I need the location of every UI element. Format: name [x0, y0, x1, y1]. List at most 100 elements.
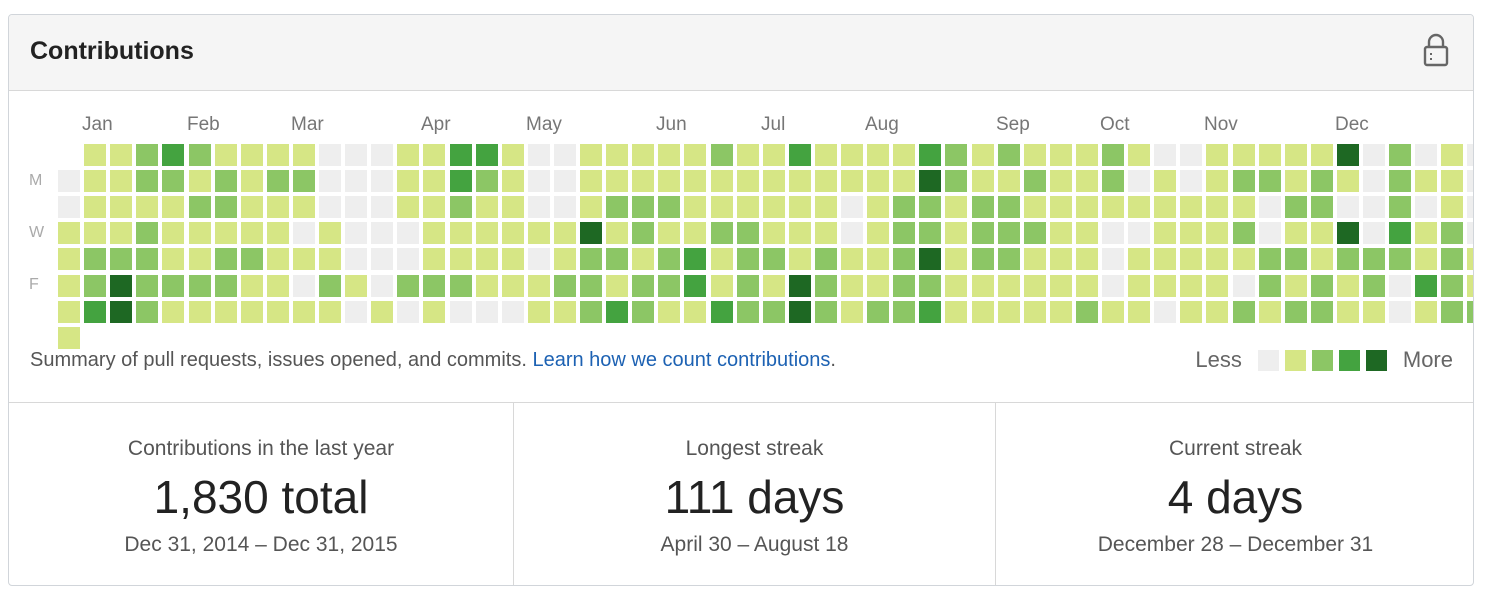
contribution-cell[interactable]: [162, 170, 184, 192]
contribution-cell[interactable]: [110, 248, 132, 270]
contribution-cell[interactable]: [893, 144, 915, 166]
contribution-cell[interactable]: [502, 301, 524, 323]
contribution-cell[interactable]: [1076, 301, 1098, 323]
contribution-cell[interactable]: [1154, 248, 1176, 270]
contribution-cell[interactable]: [1076, 144, 1098, 166]
contribution-cell[interactable]: [267, 222, 289, 244]
contribution-cell[interactable]: [789, 170, 811, 192]
contribution-cell[interactable]: [58, 327, 80, 349]
contribution-cell[interactable]: [423, 222, 445, 244]
contribution-cell[interactable]: [1206, 170, 1228, 192]
contribution-cell[interactable]: [763, 301, 785, 323]
contribution-cell[interactable]: [867, 144, 889, 166]
contribution-cell[interactable]: [867, 222, 889, 244]
contribution-cell[interactable]: [1206, 222, 1228, 244]
contribution-cell[interactable]: [658, 222, 680, 244]
contribution-cell[interactable]: [1259, 222, 1281, 244]
contribution-cell[interactable]: [998, 301, 1020, 323]
contribution-cell[interactable]: [1102, 248, 1124, 270]
contribution-cell[interactable]: [1024, 170, 1046, 192]
contribution-cell[interactable]: [1154, 170, 1176, 192]
contribution-cell[interactable]: [450, 170, 472, 192]
contribution-cell[interactable]: [998, 144, 1020, 166]
contribution-cell[interactable]: [1180, 196, 1202, 218]
contribution-cell[interactable]: [1311, 196, 1333, 218]
contribution-cell[interactable]: [684, 275, 706, 297]
contribution-cell[interactable]: [919, 222, 941, 244]
contribution-cell[interactable]: [580, 144, 602, 166]
contribution-cell[interactable]: [293, 196, 315, 218]
contribution-cell[interactable]: [1128, 248, 1150, 270]
contribution-cell[interactable]: [1285, 196, 1307, 218]
contribution-cell[interactable]: [162, 144, 184, 166]
contribution-cell[interactable]: [1154, 144, 1176, 166]
contribution-cell[interactable]: [1389, 222, 1411, 244]
contribution-cell[interactable]: [267, 301, 289, 323]
contribution-cell[interactable]: [1467, 248, 1473, 270]
contribution-cell[interactable]: [1467, 144, 1473, 166]
contribution-cell[interactable]: [502, 248, 524, 270]
contribution-cell[interactable]: [1206, 275, 1228, 297]
contribution-cell[interactable]: [711, 144, 733, 166]
contribution-cell[interactable]: [711, 222, 733, 244]
contribution-cell[interactable]: [1337, 301, 1359, 323]
contribution-cell[interactable]: [1102, 222, 1124, 244]
contribution-cell[interactable]: [189, 144, 211, 166]
contribution-cell[interactable]: [293, 144, 315, 166]
contribution-cell[interactable]: [1233, 301, 1255, 323]
contribution-cell[interactable]: [737, 144, 759, 166]
contribution-cell[interactable]: [136, 248, 158, 270]
contribution-cell[interactable]: [945, 301, 967, 323]
contribution-cell[interactable]: [476, 222, 498, 244]
contribution-cell[interactable]: [215, 248, 237, 270]
contribution-cell[interactable]: [58, 275, 80, 297]
contribution-cell[interactable]: [397, 275, 419, 297]
contribution-cell[interactable]: [711, 275, 733, 297]
contribution-cell[interactable]: [1415, 196, 1437, 218]
contribution-cell[interactable]: [162, 196, 184, 218]
contribution-cell[interactable]: [1180, 301, 1202, 323]
contribution-cell[interactable]: [684, 248, 706, 270]
contribution-cell[interactable]: [423, 275, 445, 297]
contribution-cell[interactable]: [1233, 248, 1255, 270]
contribution-cell[interactable]: [1233, 222, 1255, 244]
contribution-cell[interactable]: [1441, 248, 1463, 270]
contribution-cell[interactable]: [58, 170, 80, 192]
contribution-cell[interactable]: [658, 170, 680, 192]
contribution-cell[interactable]: [1467, 222, 1473, 244]
contribution-cell[interactable]: [972, 248, 994, 270]
contribution-cell[interactable]: [998, 248, 1020, 270]
contribution-cell[interactable]: [1311, 301, 1333, 323]
contribution-cell[interactable]: [1076, 248, 1098, 270]
contribution-cell[interactable]: [502, 144, 524, 166]
contribution-cell[interactable]: [528, 196, 550, 218]
contribution-cell[interactable]: [945, 222, 967, 244]
contribution-cell[interactable]: [867, 196, 889, 218]
contribution-cell[interactable]: [241, 144, 263, 166]
contribution-cell[interactable]: [1024, 196, 1046, 218]
contribution-cell[interactable]: [1389, 248, 1411, 270]
contribution-cell[interactable]: [1467, 275, 1473, 297]
contribution-cell[interactable]: [162, 275, 184, 297]
contribution-cell[interactable]: [919, 170, 941, 192]
contribution-cell[interactable]: [1285, 301, 1307, 323]
contribution-cell[interactable]: [136, 301, 158, 323]
contribution-cell[interactable]: [528, 248, 550, 270]
contribution-cell[interactable]: [580, 301, 602, 323]
contribution-cell[interactable]: [1259, 301, 1281, 323]
contribution-cell[interactable]: [1206, 301, 1228, 323]
contribution-cell[interactable]: [1128, 301, 1150, 323]
contribution-cell[interactable]: [815, 222, 837, 244]
contribution-cell[interactable]: [84, 170, 106, 192]
contribution-cell[interactable]: [1259, 196, 1281, 218]
contribution-cell[interactable]: [972, 301, 994, 323]
contribution-cell[interactable]: [893, 301, 915, 323]
contribution-cell[interactable]: [189, 248, 211, 270]
contribution-cell[interactable]: [972, 222, 994, 244]
contribution-cell[interactable]: [162, 301, 184, 323]
contribution-cell[interactable]: [58, 301, 80, 323]
contribution-cell[interactable]: [371, 170, 393, 192]
contribution-cell[interactable]: [711, 196, 733, 218]
contribution-cell[interactable]: [1050, 275, 1072, 297]
contribution-cell[interactable]: [1128, 144, 1150, 166]
